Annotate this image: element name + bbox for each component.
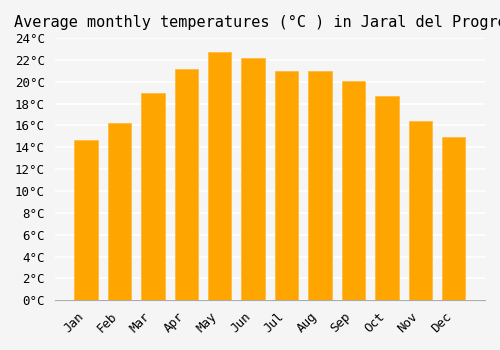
Bar	[242, 58, 265, 300]
Title: Average monthly temperatures (°C ) in Jaral del Progreso: Average monthly temperatures (°C ) in Ja…	[14, 15, 500, 30]
Bar	[208, 52, 232, 300]
Bar	[108, 123, 131, 300]
Bar	[408, 121, 432, 300]
Bar	[174, 69, 198, 300]
Bar	[342, 81, 365, 300]
Bar	[275, 71, 298, 300]
Bar	[74, 140, 98, 300]
Bar	[442, 138, 466, 300]
Bar	[141, 93, 165, 300]
Bar	[375, 96, 398, 300]
Bar	[308, 71, 332, 300]
